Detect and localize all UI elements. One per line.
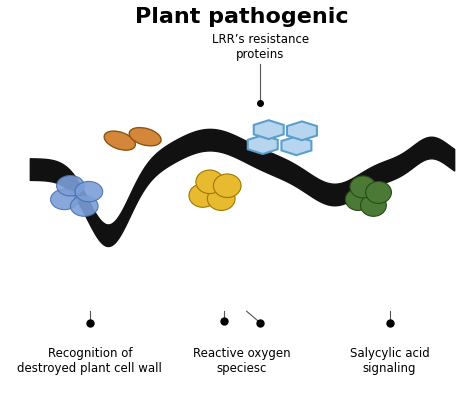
Ellipse shape bbox=[51, 189, 78, 210]
Circle shape bbox=[350, 176, 376, 198]
Text: Recognition of
destroyed plant cell wall: Recognition of destroyed plant cell wall bbox=[18, 346, 162, 374]
Ellipse shape bbox=[56, 175, 84, 196]
Text: LRR’s resistance
proteins: LRR’s resistance proteins bbox=[212, 33, 309, 61]
Circle shape bbox=[213, 174, 241, 198]
Ellipse shape bbox=[71, 196, 98, 216]
Polygon shape bbox=[287, 121, 317, 140]
Ellipse shape bbox=[104, 131, 136, 150]
Text: Plant pathogenic: Plant pathogenic bbox=[135, 7, 349, 27]
Circle shape bbox=[361, 194, 386, 216]
Polygon shape bbox=[282, 136, 311, 155]
Polygon shape bbox=[248, 135, 278, 154]
Circle shape bbox=[365, 181, 392, 203]
Ellipse shape bbox=[129, 128, 161, 146]
Circle shape bbox=[346, 188, 371, 211]
Polygon shape bbox=[254, 120, 284, 139]
Text: Salycylic acid
signaling: Salycylic acid signaling bbox=[350, 346, 429, 374]
Circle shape bbox=[189, 184, 217, 207]
Ellipse shape bbox=[75, 181, 103, 202]
Circle shape bbox=[208, 187, 235, 211]
Circle shape bbox=[196, 170, 224, 194]
Text: Reactive oxygen
speciesc: Reactive oxygen speciesc bbox=[193, 346, 291, 374]
